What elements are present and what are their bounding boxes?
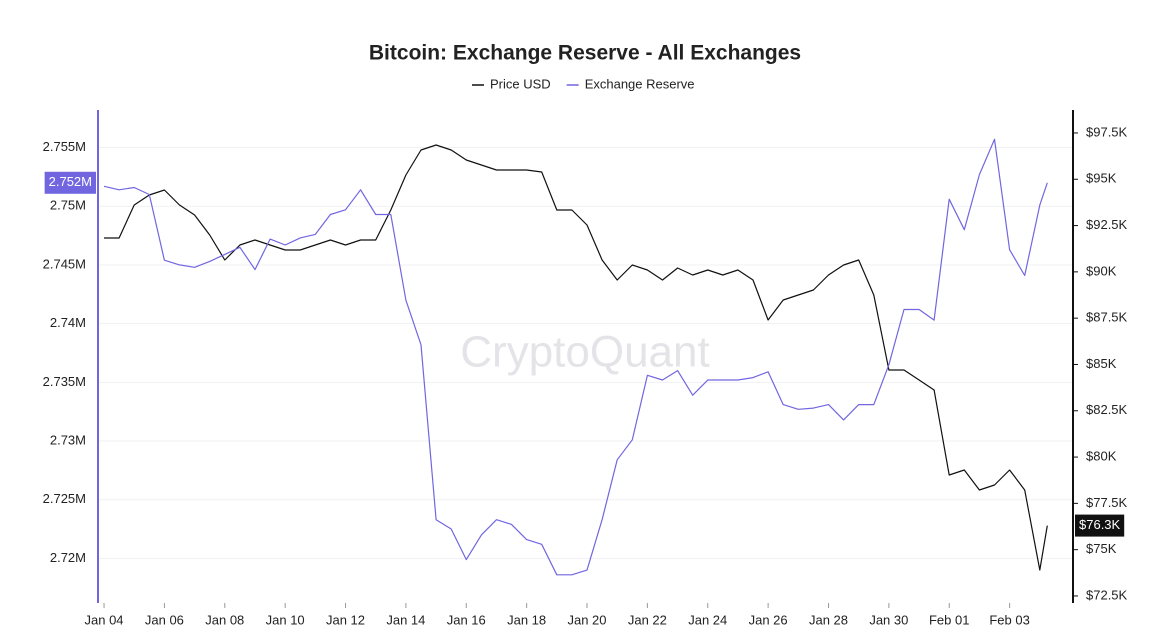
y-tick-label: 2.74M	[50, 315, 86, 330]
y2-tick-label: $80K	[1086, 449, 1117, 464]
y2-tick-label: $72.5K	[1086, 587, 1128, 602]
y2-tick-label: $85K	[1086, 356, 1117, 371]
y-tick-label: 2.75M	[50, 198, 86, 213]
legend-label: Exchange Reserve	[585, 76, 695, 91]
latest-badge	[1075, 514, 1125, 537]
x-tick-label: Jan 28	[809, 612, 848, 627]
x-tick-label: Jan 24	[688, 612, 727, 627]
y-tick-label: 2.755M	[43, 139, 86, 154]
x-tick-label: Jan 04	[85, 612, 124, 627]
y-tick-label: 2.745M	[43, 256, 86, 271]
watermark: CryptoQuant	[460, 328, 709, 377]
x-tick-label: Jan 14	[386, 612, 425, 627]
y2-tick-label: $82.5K	[1086, 402, 1128, 417]
latest-label: 2.752M	[49, 174, 92, 189]
x-tick-label: Jan 06	[145, 612, 184, 627]
y2-tick-label: $92.5K	[1086, 217, 1128, 232]
x-tick-label: Jan 30	[869, 612, 908, 627]
latest-label: $76.3K	[1079, 517, 1121, 532]
x-tick-label: Jan 16	[447, 612, 486, 627]
x-tick-label: Jan 20	[567, 612, 606, 627]
legend-label: Price USD	[490, 76, 551, 91]
y-tick-label: 2.725M	[43, 491, 86, 506]
series-line	[104, 144, 1048, 571]
x-tick-label: Jan 26	[749, 612, 788, 627]
x-tick-label: Jan 18	[507, 612, 546, 627]
latest-badge	[44, 171, 96, 194]
y2-tick-label: $77.5K	[1086, 495, 1128, 510]
series-line	[103, 138, 1048, 576]
chart-title: Bitcoin: Exchange Reserve - All Exchange…	[369, 42, 801, 65]
y2-tick-label: $87.5K	[1086, 310, 1128, 325]
y-tick-label: 2.73M	[50, 432, 86, 447]
x-tick-label: Jan 22	[628, 612, 667, 627]
y2-tick-label: $95K	[1086, 171, 1117, 186]
y-tick-label: 2.72M	[50, 550, 86, 565]
y2-tick-label: $75K	[1086, 541, 1117, 556]
x-tick-label: Feb 03	[989, 612, 1029, 627]
y2-tick-label: $97.5K	[1086, 124, 1128, 139]
x-tick-label: Jan 12	[326, 612, 365, 627]
y-tick-label: 2.735M	[43, 374, 86, 389]
x-tick-label: Feb 01	[929, 612, 969, 627]
x-tick-label: Jan 10	[266, 612, 305, 627]
x-tick-label: Jan 08	[205, 612, 244, 627]
y2-tick-label: $90K	[1086, 263, 1117, 278]
